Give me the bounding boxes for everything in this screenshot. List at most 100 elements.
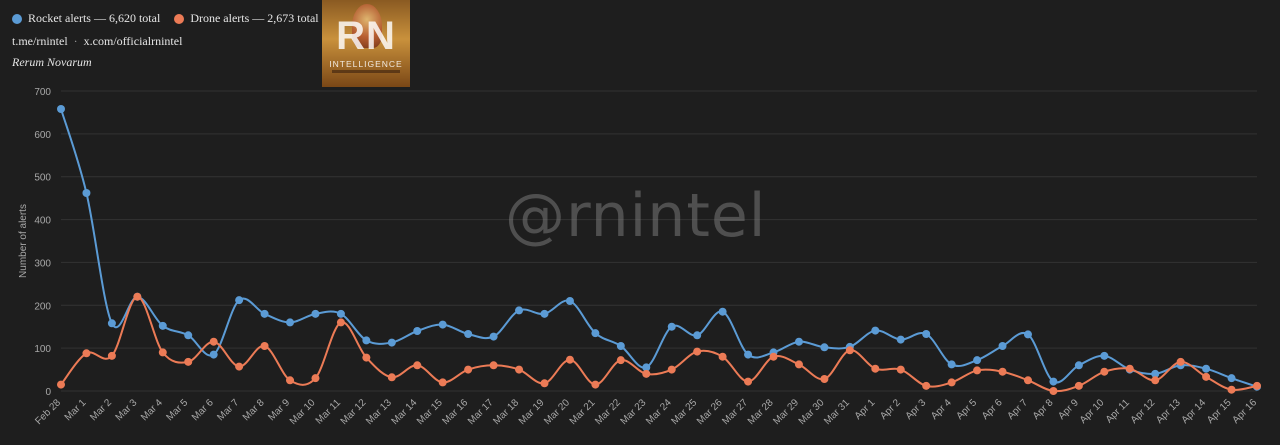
x-tick-label: Mar 26	[695, 397, 725, 427]
y-axis-label: Number of alerts	[18, 204, 29, 278]
x-tick-label: Mar 12	[339, 397, 369, 427]
x-tick-label: Mar 16	[440, 397, 470, 427]
x-tick-label: Mar 5	[165, 397, 191, 423]
x-tick-label: Mar 6	[190, 397, 216, 423]
x-tick-label: Feb 28	[33, 397, 63, 427]
logo-letters: RN	[336, 14, 396, 58]
drone-data-point	[336, 318, 345, 327]
rocket-data-point	[998, 342, 1007, 350]
x-tick-label: Apr 8	[1031, 397, 1056, 422]
rocket-data-point	[794, 337, 803, 346]
x-tick-label: Apr 6	[980, 397, 1005, 422]
x-tick-label: Apr 10	[1078, 397, 1107, 426]
drone-data-point	[973, 366, 982, 375]
rocket-data-point	[1074, 361, 1083, 370]
x-tick-label: Apr 16	[1231, 397, 1260, 426]
drone-data-point	[565, 355, 574, 364]
x-tick-label: Mar 3	[114, 397, 140, 423]
drone-data-point	[184, 357, 193, 366]
x-tick-label: Mar 15	[415, 397, 445, 427]
drone-data-point	[642, 369, 651, 378]
drone-data-point	[540, 379, 549, 388]
rocket-data-point	[1202, 364, 1211, 373]
x-tick-label: Mar 23	[619, 397, 649, 427]
drone-data-point	[794, 360, 803, 369]
x-tick-label: Mar 14	[390, 397, 420, 427]
x-tick-label: Apr 7	[1005, 397, 1030, 422]
y-tick-label: 0	[45, 387, 51, 398]
rocket-data-point	[667, 322, 676, 331]
rocket-data-point	[438, 320, 447, 329]
x-tick-label: Apr 4	[929, 397, 954, 422]
x-link[interactable]: x.com/officialrnintel	[83, 34, 183, 48]
x-tick-label: Mar 28	[746, 397, 776, 427]
x-tick-label: Mar 27	[720, 397, 750, 427]
drone-data-point	[1151, 376, 1160, 385]
x-tick-label: Mar 19	[517, 397, 547, 427]
rocket-legend-marker	[12, 13, 22, 24]
drone-data-point	[286, 376, 295, 385]
drone-data-point	[769, 352, 778, 361]
drone-data-point	[133, 292, 142, 301]
drone-data-point	[667, 365, 676, 374]
drone-data-point	[57, 380, 65, 389]
drone-data-point	[1202, 372, 1211, 381]
chart-legend: Rocket alerts — 6,620 total Drone alerts…	[12, 11, 319, 26]
rn-intelligence-logo: RN INTELLIGENCE	[322, 0, 410, 87]
x-tick-label: Mar 10	[288, 397, 318, 427]
rocket-data-point	[591, 329, 600, 338]
rocket-data-point	[184, 331, 193, 340]
x-tick-label: Mar 2	[88, 397, 114, 423]
drone-data-point	[235, 362, 244, 371]
drone-legend-label: Drone alerts — 2,673 total	[190, 11, 319, 25]
rocket-data-point	[1100, 351, 1109, 360]
rocket-data-point	[896, 335, 905, 344]
rocket-data-point	[947, 360, 956, 369]
rocket-data-point	[871, 326, 880, 335]
rocket-data-point	[744, 350, 753, 359]
logo-figure-icon	[352, 4, 382, 48]
x-tick-label: Mar 29	[771, 397, 801, 427]
y-tick-label: 100	[34, 344, 51, 355]
drone-data-point	[947, 378, 956, 387]
rocket-legend-label: Rocket alerts — 6,620 total	[28, 11, 161, 25]
x-tick-label: Mar 1	[63, 397, 89, 423]
drone-data-point	[1074, 381, 1083, 390]
rocket-data-point	[693, 331, 702, 340]
legend-item-drone[interactable]: Drone alerts — 2,673 total	[174, 11, 319, 26]
rocket-data-point	[464, 330, 473, 338]
drone-data-point	[718, 352, 727, 361]
drone-data-point	[489, 361, 498, 370]
link-separator: ·	[73, 34, 78, 48]
y-tick-label: 600	[34, 130, 51, 141]
rocket-data-point	[1227, 374, 1236, 383]
drone-data-point	[438, 378, 447, 387]
watermark: @rnintel	[505, 181, 767, 251]
rocket-data-point	[57, 105, 65, 113]
drone-data-point	[311, 374, 320, 383]
x-tick-label: Apr 3	[904, 397, 929, 422]
rocket-data-point	[286, 318, 295, 327]
rocket-data-point	[82, 189, 91, 197]
rocket-data-point	[922, 330, 931, 338]
x-tick-label: Mar 4	[139, 397, 165, 423]
legend-item-rocket[interactable]: Rocket alerts — 6,620 total	[12, 11, 160, 26]
telegram-link[interactable]: t.me/rnintel	[12, 34, 68, 48]
drone-legend-marker	[174, 13, 185, 24]
tagline: Rerum Novarum	[12, 55, 92, 69]
rocket-data-point	[565, 297, 574, 305]
rocket-data-point	[235, 296, 244, 305]
drone-data-point	[693, 347, 702, 356]
drone-data-point	[209, 337, 218, 346]
drone-data-point	[1023, 376, 1032, 385]
drone-data-point	[387, 373, 396, 382]
drone-data-point	[464, 365, 473, 374]
y-tick-label: 500	[34, 173, 51, 184]
rocket-data-point	[413, 327, 422, 335]
x-tick-label: Apr 11	[1104, 397, 1132, 425]
rocket-data-point	[158, 321, 167, 330]
rocket-data-point	[820, 343, 829, 352]
x-tick-label: Mar 24	[644, 397, 674, 427]
drone-data-point	[820, 375, 829, 383]
